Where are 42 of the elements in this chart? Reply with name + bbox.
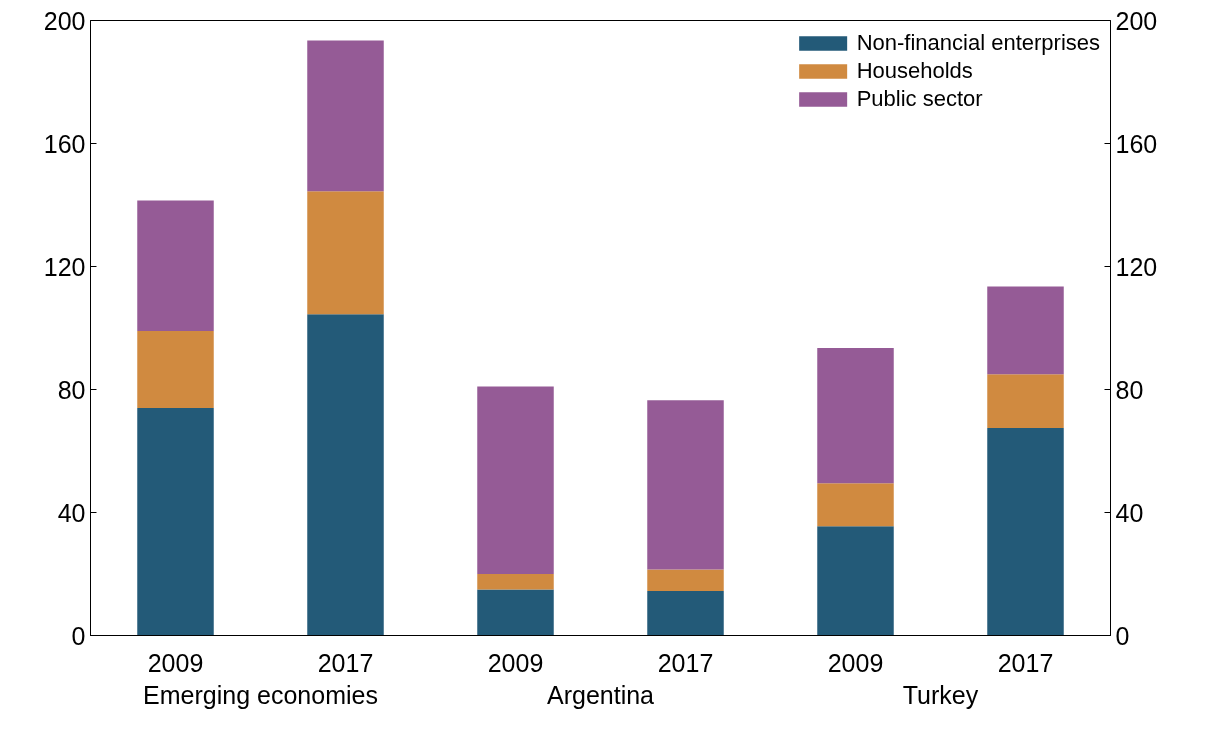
- bar: [307, 191, 384, 315]
- bar: [647, 569, 724, 591]
- bar: [987, 286, 1064, 375]
- y-tick-label: 0: [71, 621, 86, 650]
- bar: [817, 526, 894, 636]
- x-tick-label: 2017: [997, 648, 1054, 677]
- legend-label: Non-financial enterprises: [856, 30, 1100, 56]
- x-tick-label: 2009: [827, 648, 884, 677]
- x-tick-label: 2017: [317, 648, 374, 677]
- y2-tick-label: 120: [1115, 252, 1158, 281]
- bar: [987, 427, 1064, 636]
- y2-tick-label: 80: [1115, 375, 1144, 404]
- legend-label: Public sector: [856, 86, 983, 112]
- y2-tick-label: 0: [1115, 621, 1130, 650]
- y2-tick-label: 200: [1115, 6, 1158, 35]
- bar: [477, 574, 554, 590]
- y-tick-label: 200: [43, 6, 86, 35]
- bar: [817, 483, 894, 527]
- y2-tick-label: 40: [1115, 498, 1144, 527]
- y-tick-label: 80: [57, 375, 86, 404]
- bar: [477, 386, 554, 574]
- y2-tick-label: 160: [1115, 129, 1158, 158]
- bar: [137, 407, 214, 636]
- bar: [987, 374, 1064, 428]
- y-tick-label: 40: [57, 498, 86, 527]
- y-tick-label: 120: [43, 252, 86, 281]
- bar: [137, 331, 214, 408]
- text: Argentina: [546, 680, 655, 709]
- bar: [477, 589, 554, 636]
- bar: [137, 200, 214, 332]
- x-tick-label: 2009: [147, 648, 204, 677]
- x-tick-label: 2009: [487, 648, 544, 677]
- y-tick-label: 160: [43, 129, 86, 158]
- x-tick-label: 2017: [657, 648, 714, 677]
- text: Turkey: [902, 680, 979, 709]
- bar: [817, 347, 894, 484]
- text: Emerging economies: [143, 680, 378, 709]
- bar: [647, 400, 724, 570]
- legend-label: Households: [856, 58, 973, 84]
- bar: [307, 314, 384, 636]
- bar: [307, 40, 384, 192]
- bar: [647, 590, 724, 636]
